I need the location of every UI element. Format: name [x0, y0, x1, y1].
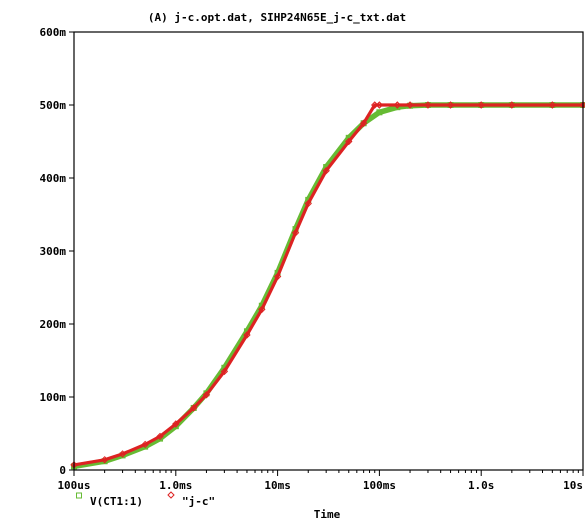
x-tick-label: 1.0ms — [159, 479, 192, 492]
data-point — [220, 367, 229, 376]
data-point — [304, 199, 312, 208]
data-point — [376, 109, 383, 116]
legend: V(CT1:1) "j-c" — [76, 491, 215, 508]
x-tick-label: 1.0s — [468, 479, 495, 492]
data-point — [118, 450, 127, 458]
legend-label: V(CT1:1) — [90, 495, 143, 508]
y-tick-label: 500m — [40, 99, 67, 112]
series-line — [72, 103, 585, 467]
data-point — [345, 137, 353, 146]
plot-frame — [73, 31, 584, 471]
data-point — [291, 229, 300, 237]
chart-title: (A) j-c.opt.dat, SIHP24N65E_j-c_txt.dat — [148, 11, 406, 24]
x-tick-label: 10s — [563, 479, 583, 492]
data-point — [393, 101, 402, 109]
y-tick-label: 0 — [59, 464, 66, 477]
data-point — [243, 331, 251, 339]
data-point — [375, 101, 384, 109]
axes: 0 100m 200m 300m 400m 500m 600m 100us 1.0ms 10ms 1… — [40, 26, 584, 492]
legend-label: "j-c" — [182, 495, 215, 508]
series-line — [71, 102, 585, 470]
y-tick-label: 300m — [40, 245, 67, 258]
legend-marker — [167, 491, 175, 499]
x-tick-label: 100ms — [363, 479, 396, 492]
y-tick-label: 600m — [40, 26, 67, 39]
legend-marker — [76, 492, 82, 499]
data-point — [156, 432, 164, 441]
x-tick-label: 10ms — [264, 479, 291, 492]
y-tick-label: 100m — [40, 391, 67, 404]
plot-area — [70, 101, 585, 470]
data-point — [359, 119, 368, 127]
data-point — [322, 166, 330, 175]
data-point — [172, 420, 180, 428]
y-tick-label: 200m — [40, 318, 67, 331]
data-point — [273, 272, 282, 281]
data-point — [190, 404, 198, 412]
data-point — [508, 101, 516, 109]
data-point — [100, 456, 109, 464]
data-point — [258, 305, 266, 314]
x-tick-label: 100us — [57, 479, 90, 492]
x-axis-label: Time — [314, 508, 341, 521]
data-point — [548, 101, 557, 109]
data-point — [141, 440, 149, 449]
data-point — [202, 391, 211, 399]
y-tick-label: 400m — [40, 172, 67, 185]
data-point — [406, 101, 414, 109]
data-point — [446, 101, 455, 109]
data-point — [477, 101, 485, 109]
data-point — [424, 101, 432, 109]
